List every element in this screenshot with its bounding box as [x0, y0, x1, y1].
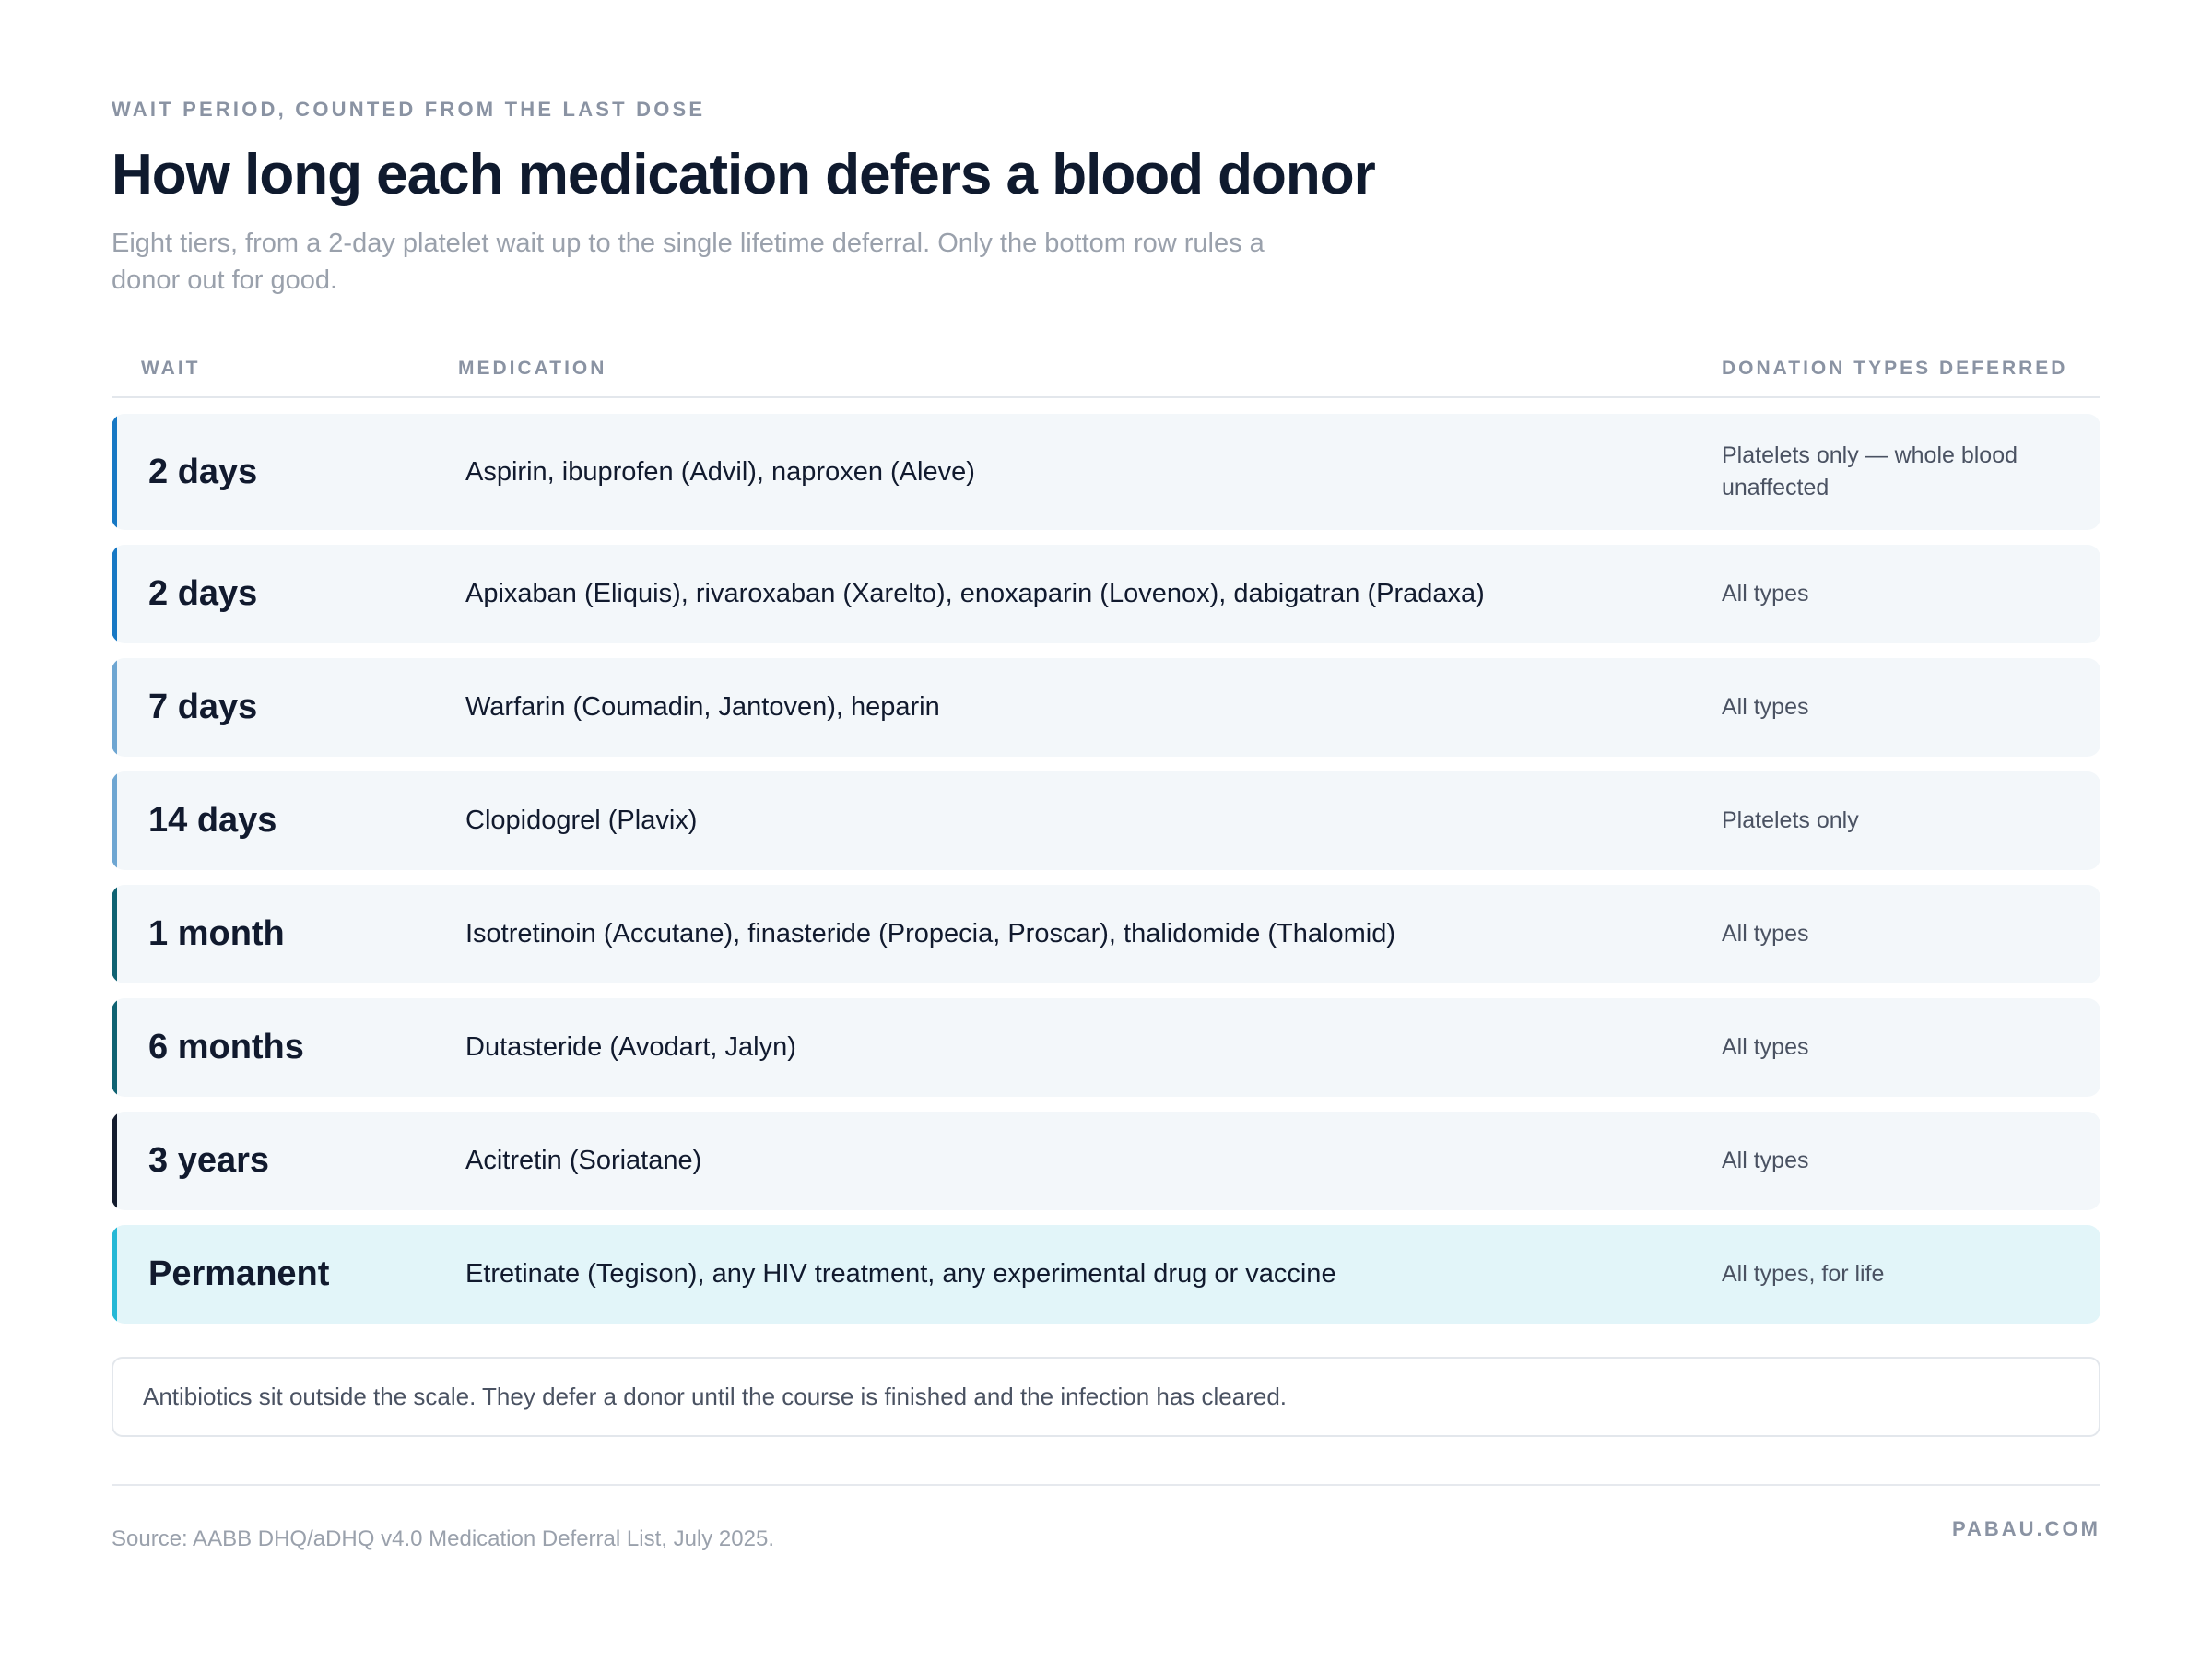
donation-types-cell: All types: [1722, 1148, 1809, 1173]
wait-cell: 2 days: [148, 574, 258, 613]
table-row: 14 days Clopidogrel (Plavix) Platelets o…: [112, 771, 2100, 870]
wait-cell: 3 years: [148, 1141, 270, 1180]
table-row: 7 days Warfarin (Coumadin, Jantoven), he…: [112, 658, 2100, 757]
antibiotics-note: Antibiotics sit outside the scale. They …: [112, 1357, 2100, 1437]
table-row: 1 month Isotretinoin (Accutane), finaste…: [112, 885, 2100, 983]
row-accent-bar: [112, 1225, 117, 1324]
donation-types-cell: Platelets only: [1722, 807, 1859, 833]
donation-types-cell: All types, for life: [1722, 1261, 1885, 1287]
row-accent-bar: [112, 545, 117, 643]
table-row: 3 years Acitretin (Soriatane) All types: [112, 1112, 2100, 1210]
wait-cell: 7 days: [148, 688, 258, 726]
medication-cell: Warfarin (Coumadin, Jantoven), heparin: [465, 692, 940, 722]
donation-types-cell: All types: [1722, 1034, 1809, 1060]
wait-cell: 6 months: [148, 1028, 304, 1066]
page-subtitle: Eight tiers, from a 2-day platelet wait …: [112, 229, 1265, 295]
eyebrow-label: WAIT PERIOD, COUNTED FROM THE LAST DOSE: [112, 98, 706, 121]
table-header: WAIT MEDICATION DONATION TYPES DEFERRED: [112, 352, 2100, 398]
column-header-donation-types: DONATION TYPES DEFERRED: [1722, 358, 2068, 379]
donation-types-cell: All types: [1722, 694, 1809, 720]
row-accent-bar: [112, 771, 117, 870]
medication-cell: Aspirin, ibuprofen (Advil), naproxen (Al…: [465, 456, 975, 487]
medication-cell: Clopidogrel (Plavix): [465, 806, 698, 835]
donation-types-cell: Platelets only — whole blood unaffected: [1722, 442, 2018, 500]
row-accent-bar: [112, 885, 117, 983]
note-text: Antibiotics sit outside the scale. They …: [143, 1383, 1288, 1410]
medication-cell: Acitretin (Soriatane): [465, 1146, 702, 1175]
deferral-table: 2 days Aspirin, ibuprofen (Advil), napro…: [112, 414, 2100, 1338]
column-header-wait: WAIT: [141, 358, 201, 379]
table-row: 2 days Apixaban (Eliquis), rivaroxaban (…: [112, 545, 2100, 643]
wait-cell: 14 days: [148, 801, 277, 840]
medication-cell: Isotretinoin (Accutane), finasteride (Pr…: [465, 919, 1395, 948]
medication-cell: Dutasteride (Avodart, Jalyn): [465, 1032, 796, 1062]
wait-cell: 2 days: [148, 452, 258, 491]
column-header-medication: MEDICATION: [458, 358, 607, 379]
row-accent-bar: [112, 998, 117, 1097]
wait-cell: 1 month: [148, 914, 285, 953]
medication-cell: Etretinate (Tegison), any HIV treatment,…: [465, 1259, 1336, 1289]
brand-label: PABAU.COM: [1951, 1517, 2100, 1540]
page-title: How long each medication defers a blood …: [112, 143, 1376, 206]
medication-cell: Apixaban (Eliquis), rivaroxaban (Xarelto…: [465, 579, 1485, 608]
table-row-permanent: Permanent Etretinate (Tegison), any HIV …: [112, 1225, 2100, 1324]
footer-divider: [112, 1484, 2100, 1486]
donation-types-cell: All types: [1722, 921, 1809, 947]
wait-cell: Permanent: [148, 1254, 330, 1293]
table-row: 2 days Aspirin, ibuprofen (Advil), napro…: [112, 414, 2100, 530]
row-accent-bar: [112, 1112, 117, 1210]
table-row: 6 months Dutasteride (Avodart, Jalyn) Al…: [112, 998, 2100, 1097]
row-accent-bar: [112, 414, 117, 530]
donation-types-cell: All types: [1722, 581, 1809, 606]
row-accent-bar: [112, 658, 117, 757]
source-citation: Source: AABB DHQ/aDHQ v4.0 Medication De…: [112, 1526, 774, 1551]
